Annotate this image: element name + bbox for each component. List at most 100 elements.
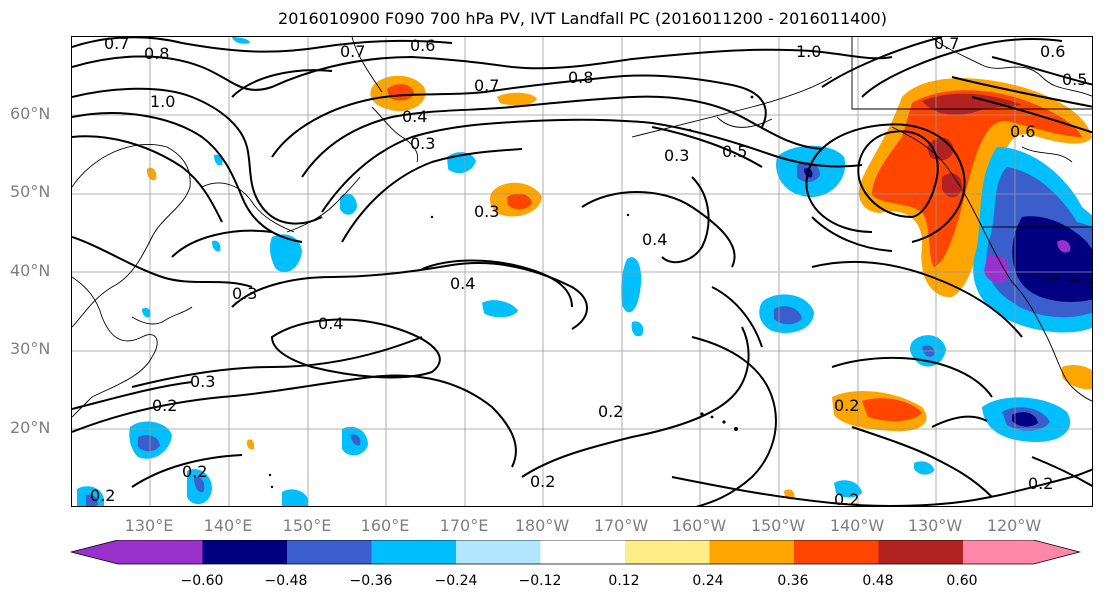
map-canvas: 0.7 0.8 0.7 0.6 1.0 0.7 0.8 0.7 0.6 0.5 …	[72, 37, 1092, 507]
anomaly-patch	[507, 193, 532, 210]
colorbar-tick: 0.24	[692, 573, 724, 589]
anomaly-patch	[1062, 364, 1092, 390]
colorbar-cell	[456, 540, 541, 564]
shaded-anomalies	[77, 37, 1092, 506]
anomaly-patch	[497, 92, 537, 106]
colorbar-tick: 0.48	[862, 573, 894, 589]
contour-label-group: 0.7 0.8 0.7 0.6 1.0 0.7 0.8 0.7 0.6 0.5 …	[90, 37, 1087, 507]
contour-label: 0.2	[530, 472, 555, 491]
colorbar-cell	[709, 540, 794, 564]
contour-label: 0.3	[190, 372, 215, 391]
lon-label-150w: 150°W	[750, 516, 806, 535]
contour-label: 0.3	[232, 284, 257, 303]
contour-label: 0.4	[402, 107, 427, 126]
contour-label: 0.5	[1062, 70, 1087, 89]
contour-label: 0.2	[834, 490, 859, 507]
contour-label: 0.3	[474, 202, 499, 221]
colorbar-cell	[287, 540, 372, 564]
colorbar	[70, 540, 1082, 565]
colorbar-tick: −0.36	[349, 573, 393, 589]
lon-label-150e: 150°E	[282, 516, 332, 535]
lat-label-50n: 50°N	[10, 182, 51, 201]
colorbar-tick: −0.48	[264, 573, 308, 589]
contour-label: 0.6	[410, 37, 435, 55]
colorbar-tick: −0.12	[518, 573, 562, 589]
contour-label: 0.3	[410, 134, 435, 153]
colorbar-cell	[878, 540, 963, 564]
contour-label: 0.3	[664, 146, 689, 165]
colorbar-cell	[202, 540, 287, 564]
anomaly-patch	[621, 257, 642, 313]
anomaly-patch	[86, 494, 98, 506]
lon-label-120w: 120°W	[986, 516, 1042, 535]
map-gridlines	[72, 37, 1092, 506]
anomaly-patch	[246, 439, 255, 450]
lat-label-40n: 40°N	[10, 261, 51, 280]
contour-label: 0.6	[1040, 42, 1065, 61]
contour-label: 0.4	[318, 314, 343, 333]
anomaly-patch	[232, 37, 250, 44]
contour-label: 0.2	[90, 486, 115, 505]
colorbar-cells	[70, 540, 1082, 565]
anomaly-patch	[282, 489, 308, 506]
colorbar-tick: −0.24	[434, 573, 478, 589]
colorbar-cell	[71, 540, 203, 564]
lat-label-60n: 60°N	[10, 104, 51, 123]
colorbar-cell	[540, 540, 625, 564]
contour-label: 0.2	[182, 462, 207, 481]
lon-label-170w: 170°W	[593, 516, 649, 535]
colorbar-tick: 0.60	[946, 573, 978, 589]
anomaly-patch	[1012, 412, 1038, 427]
anomaly-patch	[269, 234, 302, 273]
anomaly-patch	[872, 90, 1082, 268]
lon-label-160e: 160°E	[360, 516, 410, 535]
anomaly-patch	[631, 321, 644, 337]
anomaly-patch	[194, 476, 205, 493]
contour-label: 1.0	[150, 92, 175, 111]
contour-label: 1.0	[796, 42, 821, 61]
anomaly-patch	[1057, 240, 1071, 253]
anomaly-patch	[482, 300, 518, 318]
colorbar-tick: 0.36	[777, 573, 809, 589]
plot-title: 2016010900 F090 700 hPa PV, IVT Landfall…	[278, 9, 887, 28]
anomaly-patch	[146, 167, 157, 181]
contour-label: 0.8	[568, 68, 593, 87]
anomaly-patch	[212, 240, 221, 252]
contour-label: 0.4	[642, 230, 667, 249]
contour-label: 0.7	[340, 42, 365, 61]
colorbar-cell	[371, 540, 456, 564]
pv-contours	[72, 37, 1092, 506]
contour-label: 0.2	[1028, 474, 1053, 493]
contour-label: 0.7	[934, 37, 959, 53]
colorbar-outline	[70, 540, 1082, 565]
map-panel: 0.7 0.8 0.7 0.6 1.0 0.7 0.8 0.7 0.6 0.5 …	[71, 36, 1093, 507]
anomaly-patch	[862, 398, 922, 422]
contour-label: 0.5	[722, 142, 747, 161]
anomaly-patch	[340, 193, 357, 215]
contour-label: 0.7	[104, 37, 129, 53]
anomaly-patch	[214, 154, 223, 166]
contour-label: 0.7	[474, 76, 499, 95]
contour-label: 0.6	[1010, 122, 1035, 141]
lon-label-170e: 170°E	[439, 516, 489, 535]
colorbar-tick: −0.60	[180, 573, 224, 589]
lon-label-130w: 130°W	[907, 516, 963, 535]
lon-label-130e: 130°E	[124, 516, 174, 535]
lat-label-20n: 20°N	[10, 418, 51, 437]
lon-label-180w: 180°W	[514, 516, 570, 535]
anomaly-patch	[922, 93, 1022, 115]
contour-label: 0.2	[598, 402, 623, 421]
anomaly-patch	[138, 435, 160, 452]
anomaly-patch	[774, 306, 802, 325]
anomaly-patch	[984, 255, 1009, 283]
anomaly-patch	[834, 480, 862, 498]
anomaly-patch	[142, 307, 151, 318]
lat-label-30n: 30°N	[10, 339, 51, 358]
colorbar-tick: 0.12	[608, 573, 640, 589]
anomaly-patch	[350, 434, 361, 446]
colorbar-cell	[963, 540, 1080, 564]
lon-label-140e: 140°E	[203, 516, 253, 535]
anomaly-patch	[942, 173, 963, 198]
contour-label: 0.2	[834, 396, 859, 415]
colorbar-cell	[625, 540, 710, 564]
